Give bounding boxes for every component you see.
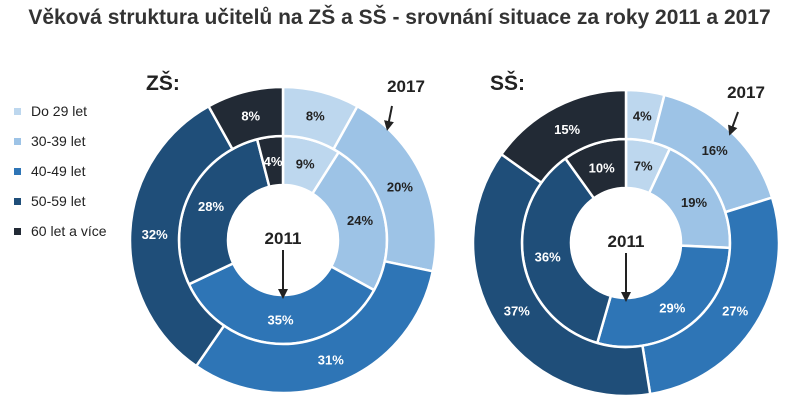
legend-item: 40-49 let xyxy=(14,156,107,186)
outer-ring-year-label: 2017 xyxy=(387,77,425,96)
slice-value-label: 15% xyxy=(554,122,580,137)
slice-value-label: 31% xyxy=(318,352,344,367)
slice-value-label: 28% xyxy=(198,199,224,214)
panel-label: SŠ: xyxy=(490,71,525,95)
outer-ring-arrow xyxy=(728,111,739,136)
slice-value-label: 20% xyxy=(387,180,413,195)
donut-slice xyxy=(128,104,235,368)
slice-value-label: 32% xyxy=(142,227,168,242)
legend-swatch xyxy=(14,167,21,175)
donut-slice xyxy=(641,196,781,396)
donut-slice xyxy=(206,85,285,151)
slice-value-label: 7% xyxy=(634,158,653,173)
slice-value-label: 29% xyxy=(659,301,685,316)
donut-panel: ZŠ: 9% 24% 35% 28% 4% 8% 20% 31% 32% 8% 2011 2017 xyxy=(128,71,438,395)
slice-value-label: 37% xyxy=(504,304,530,319)
legend-item: 60 let a více xyxy=(14,216,107,246)
legend-swatch xyxy=(14,227,21,235)
slice-value-label: 24% xyxy=(347,213,373,228)
slice-value-label: 35% xyxy=(267,312,293,327)
slice-value-label: 19% xyxy=(681,195,707,210)
legend-swatch xyxy=(14,197,21,205)
slice-value-label: 8% xyxy=(241,109,260,124)
chart-title: Věková struktura učitelů na ZŠ a SŠ - sr… xyxy=(28,6,771,29)
slice-value-label: 10% xyxy=(589,160,615,175)
panel-label: ZŠ: xyxy=(146,71,180,95)
slice-value-label: 4% xyxy=(633,109,652,124)
slice-value-label: 4% xyxy=(264,154,283,169)
inner-ring-year-label: 2011 xyxy=(608,232,645,251)
legend-item: 30-39 let xyxy=(14,126,107,156)
slice-value-label: 27% xyxy=(722,304,748,319)
legend-swatch xyxy=(14,137,21,145)
slice-value-label: 9% xyxy=(296,157,315,172)
slice-value-label: 8% xyxy=(306,109,325,124)
slice-value-label: 16% xyxy=(702,143,728,158)
donut-panel: SŠ: 7% 19% 29% 36% 10% 4% 16% 27% 37% 15% 2011 2017 xyxy=(471,71,781,398)
legend-label: Do 29 let xyxy=(31,103,88,119)
legend: Do 29 let 30-39 let 40-49 let 50-59 let 60 l… xyxy=(14,96,107,246)
legend-item: 50-59 let xyxy=(14,186,107,216)
inner-ring-year-label: 2011 xyxy=(265,229,302,248)
legend-label: 30-39 let xyxy=(31,133,86,149)
donut-slice xyxy=(471,152,652,398)
legend-label: 40-49 let xyxy=(31,163,86,179)
slice-value-label: 36% xyxy=(535,250,561,265)
legend-swatch xyxy=(14,107,21,115)
legend-label: 50-59 let xyxy=(31,193,86,209)
outer-ring-arrow xyxy=(384,105,394,131)
outer-ring-year-label: 2017 xyxy=(727,83,765,102)
legend-label: 60 let a více xyxy=(31,223,107,239)
donut-slice xyxy=(499,88,628,185)
donut-slice xyxy=(194,259,435,395)
legend-item: Do 29 let xyxy=(14,96,107,126)
